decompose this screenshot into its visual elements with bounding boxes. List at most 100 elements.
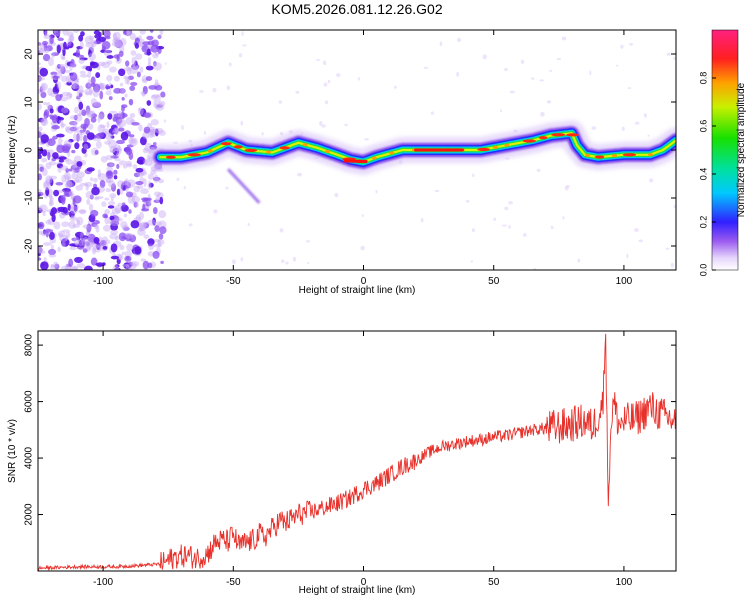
- noise-blob: [110, 84, 114, 89]
- noise-blob: [493, 217, 497, 221]
- noise-blob: [76, 95, 81, 100]
- noise-blob: [128, 261, 133, 267]
- noise-blob: [121, 263, 129, 268]
- noise-blob: [357, 77, 361, 81]
- noise-blob: [140, 188, 149, 195]
- noise-blob: [181, 125, 184, 130]
- noise-blob: [141, 44, 149, 53]
- noise-blob: [615, 64, 619, 67]
- noise-blob: [108, 128, 116, 135]
- noise-blob: [72, 179, 80, 183]
- noise-blob: [76, 46, 83, 50]
- noise-blob: [85, 241, 91, 247]
- noise-blob: [157, 239, 162, 248]
- top-y-tick-label: 10: [24, 96, 35, 108]
- noise-blob: [45, 162, 52, 170]
- noise-blob: [56, 133, 65, 138]
- noise-blob: [102, 128, 111, 134]
- noise-blob: [71, 83, 80, 89]
- noise-blob: [112, 31, 121, 41]
- noise-blob: [158, 100, 166, 107]
- noise-blob: [78, 92, 83, 98]
- noise-blob: [183, 186, 187, 190]
- noise-blob: [69, 121, 78, 126]
- noise-blob: [647, 134, 650, 137]
- noise-blob: [126, 163, 133, 168]
- noise-blob: [83, 143, 89, 150]
- noise-blob: [84, 265, 93, 270]
- noise-blob: [130, 220, 140, 229]
- noise-blob: [53, 30, 62, 37]
- noise-blob: [638, 239, 643, 243]
- noise-blob: [134, 42, 140, 49]
- noise-blob: [49, 231, 55, 240]
- noise-blob: [85, 105, 91, 115]
- noise-blob: [153, 243, 162, 248]
- ridge-streak: [226, 168, 261, 204]
- noise-blob: [69, 120, 78, 126]
- noise-blob: [240, 257, 244, 262]
- noise-blob: [114, 236, 119, 241]
- noise-blob: [509, 90, 515, 94]
- noise-blob: [129, 66, 139, 75]
- noise-blob: [62, 206, 68, 214]
- noise-blob: [128, 136, 134, 145]
- noise-blob: [119, 88, 126, 94]
- noise-blob: [72, 84, 76, 89]
- top-y-tick-label: 20: [24, 48, 35, 60]
- noise-blob: [133, 64, 138, 70]
- noise-blob: [137, 107, 142, 111]
- noise-blob: [54, 263, 60, 270]
- noise-blob: [591, 126, 596, 130]
- noise-blob: [106, 121, 110, 128]
- noise-blob: [76, 112, 83, 117]
- noise-blob: [71, 159, 78, 169]
- noise-blob: [124, 250, 132, 258]
- noise-blob: [39, 86, 43, 93]
- noise-blob: [118, 50, 124, 57]
- noise-blob: [38, 246, 43, 254]
- noise-blob: [38, 257, 42, 261]
- noise-blob: [92, 245, 102, 253]
- noise-blob: [143, 178, 147, 187]
- noise-blob: [155, 94, 161, 104]
- noise-blob: [68, 168, 73, 172]
- noise-blob: [124, 181, 131, 189]
- noise-blob: [104, 140, 111, 145]
- noise-blob: [520, 59, 525, 64]
- noise-blob: [69, 35, 75, 42]
- noise-blob: [110, 196, 114, 202]
- noise-blob: [672, 57, 676, 60]
- noise-blob: [142, 131, 150, 139]
- noise-blob: [42, 211, 46, 217]
- bottom-y-tick-label: 4000: [24, 446, 35, 469]
- noise-blob: [420, 218, 424, 223]
- noise-blob: [39, 67, 49, 77]
- noise-blob: [156, 104, 163, 108]
- noise-blob: [546, 100, 552, 104]
- noise-blob: [306, 261, 310, 265]
- noise-blob: [66, 81, 73, 86]
- noise-blob: [56, 163, 64, 169]
- noise-blob: [296, 172, 302, 177]
- noise-blob: [40, 82, 48, 91]
- noise-blob: [107, 113, 113, 120]
- top-y-axis-label: Frequency (Hz): [7, 116, 18, 185]
- noise-blob: [104, 49, 113, 54]
- noise-blob: [83, 134, 88, 144]
- noise-blob: [119, 82, 124, 87]
- noise-blob: [125, 160, 132, 167]
- noise-blob: [504, 67, 508, 72]
- noise-blob: [539, 79, 544, 82]
- noise-blob: [84, 241, 93, 250]
- noise-blob: [150, 128, 157, 134]
- noise-blob: [153, 174, 159, 183]
- noise-blob: [65, 126, 74, 134]
- noise-blob: [88, 203, 94, 212]
- noise-blob: [110, 219, 120, 227]
- noise-blob: [105, 170, 114, 179]
- noise-blob: [105, 90, 112, 96]
- noise-blob: [279, 131, 284, 136]
- noise-blob: [115, 152, 120, 158]
